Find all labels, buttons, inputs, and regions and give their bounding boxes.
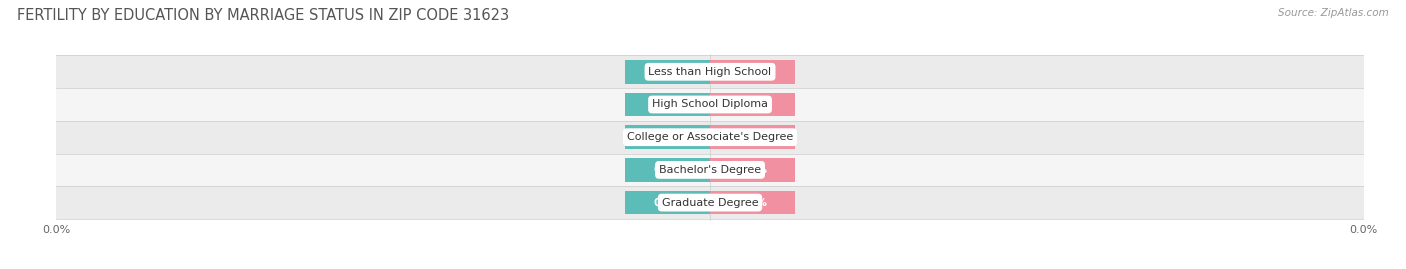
Text: 0.0%: 0.0%: [652, 67, 682, 77]
Bar: [710, 93, 794, 116]
Text: 0.0%: 0.0%: [652, 165, 682, 175]
Text: FERTILITY BY EDUCATION BY MARRIAGE STATUS IN ZIP CODE 31623: FERTILITY BY EDUCATION BY MARRIAGE STATU…: [17, 8, 509, 23]
Bar: [710, 191, 794, 214]
Text: Less than High School: Less than High School: [648, 67, 772, 77]
Text: 0.0%: 0.0%: [652, 132, 682, 142]
Bar: [626, 158, 710, 182]
Bar: [710, 158, 794, 182]
Text: College or Associate's Degree: College or Associate's Degree: [627, 132, 793, 142]
Bar: [710, 60, 794, 84]
Text: 0.0%: 0.0%: [738, 165, 768, 175]
Text: Graduate Degree: Graduate Degree: [662, 198, 758, 208]
Bar: [710, 125, 794, 149]
Text: 0.0%: 0.0%: [652, 100, 682, 109]
Bar: [56, 154, 1364, 186]
Bar: [626, 93, 710, 116]
Bar: [56, 121, 1364, 154]
Bar: [626, 60, 710, 84]
Bar: [626, 125, 710, 149]
Text: High School Diploma: High School Diploma: [652, 100, 768, 109]
Text: 0.0%: 0.0%: [652, 198, 682, 208]
Text: 0.0%: 0.0%: [738, 198, 768, 208]
Text: 0.0%: 0.0%: [738, 67, 768, 77]
Text: Source: ZipAtlas.com: Source: ZipAtlas.com: [1278, 8, 1389, 18]
Bar: [56, 88, 1364, 121]
Bar: [56, 186, 1364, 219]
Bar: [626, 191, 710, 214]
Bar: [56, 55, 1364, 88]
Text: 0.0%: 0.0%: [738, 132, 768, 142]
Text: 0.0%: 0.0%: [738, 100, 768, 109]
Text: Bachelor's Degree: Bachelor's Degree: [659, 165, 761, 175]
